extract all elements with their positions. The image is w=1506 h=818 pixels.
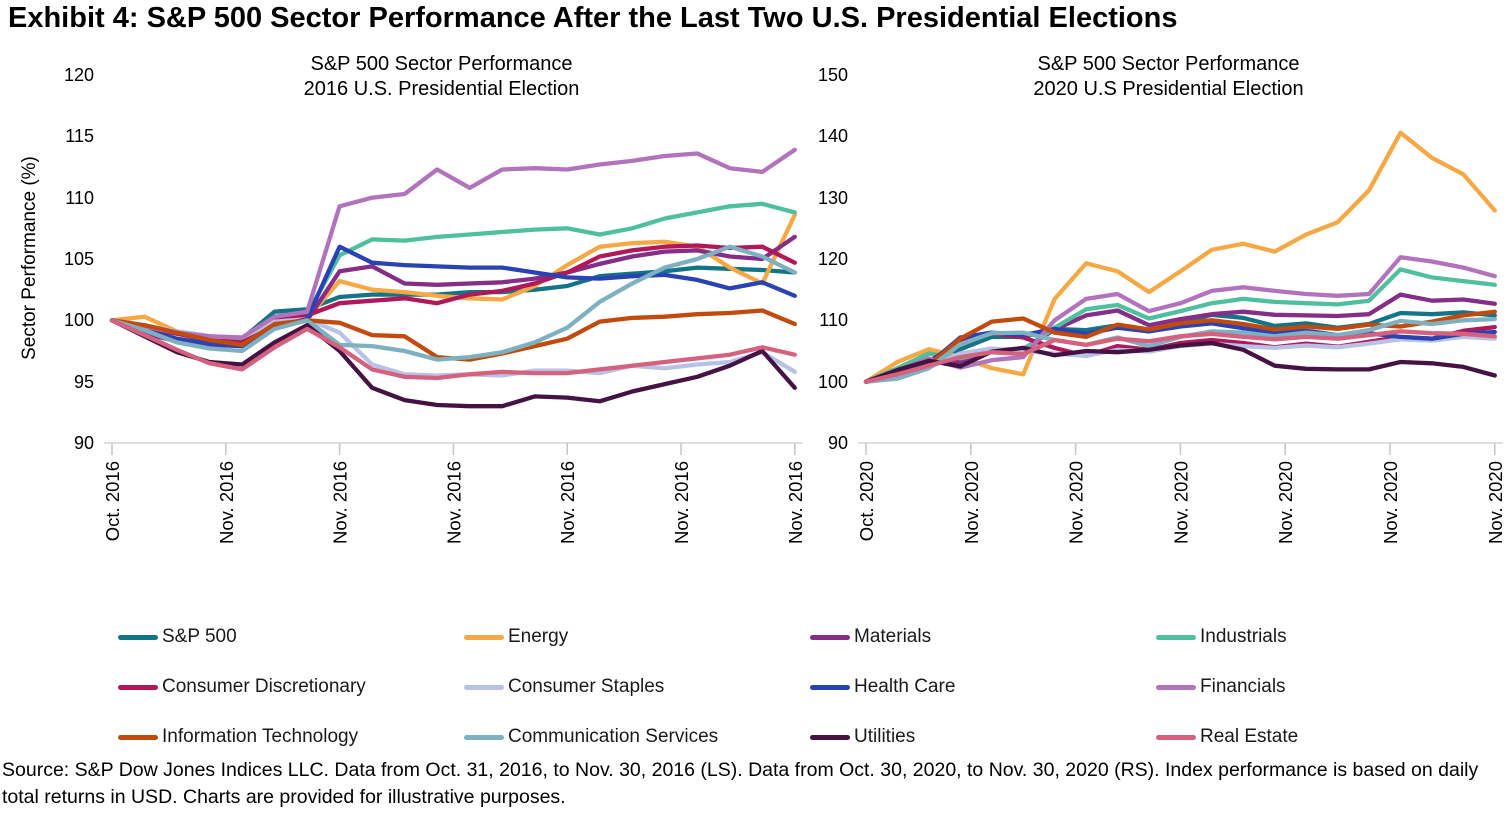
chart-2016-title: S&P 500 Sector Performance 2016 U.S. Pre… — [100, 52, 783, 102]
legend-item-s-p-500: S&P 500 — [118, 625, 237, 649]
series-line-communication-services — [109, 244, 797, 362]
chart-2016-x-tick-label: Nov. 2016 — [216, 461, 237, 544]
legend-swatch-real-estate — [1156, 734, 1196, 740]
series-line-financials — [863, 255, 1497, 384]
chart-2020-x-tick-label: Nov. 2020 — [1485, 461, 1506, 544]
chart-2016-y-tick-label: 105 — [63, 249, 94, 269]
series-line-real-estate — [109, 318, 797, 381]
legend-item-financials: Financials — [1156, 675, 1286, 699]
legend-label-consumer-discretionary: Consumer Discretionary — [162, 676, 366, 697]
chart-2016-x-tick-label: Oct. 2016 — [102, 461, 123, 541]
chart-2020-y-tick-label: 130 — [817, 187, 848, 208]
chart-2016-x-tick-label: Nov. 2016 — [330, 461, 351, 544]
chart-2020-x-tick-label: Nov. 2020 — [1275, 461, 1296, 544]
series-line-health-care — [109, 244, 797, 349]
legend-label-real-estate: Real Estate — [1200, 726, 1299, 747]
legend-swatch-s-p-500 — [118, 634, 158, 640]
chart-2020-plot: Oct. 2020 Nov. 2020 Nov. 2020 Nov. 2020 Nov.… — [856, 130, 1506, 544]
chart-2016-title-line1: S&P 500 Sector Performance — [310, 53, 573, 75]
chart-2020-y-tick-label: 140 — [817, 126, 848, 147]
chart-2020-title: S&P 500 Sector Performance 2020 U.S Pres… — [854, 52, 1483, 102]
chart-2020-x-tick-label: Nov. 2020 — [1380, 461, 1401, 544]
chart-2016-y-tick-label: 90 — [73, 433, 94, 453]
legend-swatch-consumer-discretionary — [118, 684, 158, 690]
legend-swatch-consumer-staples — [464, 684, 504, 690]
chart-2016-y-tick-label: 115 — [65, 126, 94, 147]
y-axis-title: Sector Performance (%) — [19, 156, 40, 360]
legend-label-energy: Energy — [508, 626, 569, 647]
chart-2016-y-tick-label: 110 — [65, 187, 94, 208]
series-line-utilities — [109, 318, 797, 409]
chart-2016-x-tick-label: Nov. 2016 — [671, 461, 692, 544]
chart-2020-x-tick-label: Oct. 2020 — [856, 461, 877, 541]
chart-2020-y-tick-label: 90 — [827, 433, 848, 453]
chart-2016-election: S&P 500 Sector Performance 2016 U.S. Pre… — [52, 53, 814, 618]
legend-label-materials: Materials — [854, 626, 932, 647]
chart-2020-y-tick-label: 100 — [817, 371, 848, 392]
chart-2020-election: S&P 500 Sector Performance 2020 U.S Pres… — [806, 53, 1506, 618]
chart-2020-y-tick-label: 120 — [817, 249, 848, 269]
legend-label-industrials: Industrials — [1200, 626, 1287, 647]
chart-2016-y-tick-label: 100 — [63, 310, 94, 331]
series-line-real-estate — [863, 329, 1497, 384]
legend-label-health-care: Health Care — [854, 676, 956, 697]
legend-item-energy: Energy — [464, 625, 568, 649]
chart-2016-title-line2: 2016 U.S. Presidential Election — [303, 78, 580, 100]
legend-item-communication-services: Communication Services — [464, 725, 718, 749]
series-line-health-care — [863, 321, 1497, 384]
source-note: Source: S&P Dow Jones Indices LLC. Data … — [2, 759, 1479, 808]
chart-2020-x-tick-label: Nov. 2020 — [1066, 461, 1087, 544]
chart-2020-y-tick-label: 110 — [819, 310, 848, 331]
legend-item-materials: Materials — [810, 625, 931, 649]
series-line-industrials — [109, 201, 797, 344]
legend-item-health-care: Health Care — [810, 675, 955, 699]
chart-2016-x-tick-label: Nov. 2016 — [443, 461, 464, 544]
legend-swatch-information-technology — [118, 734, 158, 740]
chart-2016-y-tick-label: 120 — [63, 65, 94, 85]
legend-swatch-industrials — [1156, 634, 1196, 640]
chart-2020-y-tick-label: 150 — [817, 65, 848, 85]
series-line-financials — [109, 147, 797, 340]
legend-swatch-health-care — [810, 684, 850, 690]
legend-item-industrials: Industrials — [1156, 625, 1287, 649]
legend-swatch-financials — [1156, 684, 1196, 690]
legend-label-communication-services: Communication Services — [508, 726, 719, 747]
chart-2020-title-line1: S&P 500 Sector Performance — [1037, 53, 1300, 75]
series-line-utilities — [863, 340, 1497, 384]
legend-label-financials: Financials — [1200, 676, 1286, 697]
legend-swatch-energy — [464, 634, 504, 640]
chart-2020-x-tick-label: Nov. 2020 — [1170, 461, 1191, 544]
legend-label-s-p-500: S&P 500 — [162, 626, 237, 647]
chart-2016-x-tick-label: Nov. 2016 — [785, 461, 806, 544]
legend-item-consumer-discretionary: Consumer Discretionary — [118, 675, 366, 699]
legend-item-real-estate: Real Estate — [1156, 725, 1298, 749]
legend-label-information-technology: Information Technology — [162, 726, 359, 747]
legend: S&P 500 Energy Materials Industrials Consume… — [0, 612, 1506, 757]
chart-2020-y-axis-labels: 150 140 130 120 110 100 90 — [806, 62, 848, 482]
chart-2020-x-tick-label: Nov. 2020 — [961, 461, 982, 544]
legend-item-information-technology: Information Technology — [118, 725, 358, 749]
legend-swatch-utilities — [810, 734, 850, 740]
legend-swatch-materials — [810, 634, 850, 640]
chart-2016-y-axis-labels: 120 115 110 105 100 95 90 — [52, 62, 94, 482]
chart-2016-x-tick-label: Nov. 2016 — [557, 461, 578, 544]
legend-swatch-communication-services — [464, 734, 504, 740]
exhibit-title: Exhibit 4: S&P 500 Sector Performance Af… — [8, 2, 1178, 34]
chart-2016-plot: Oct. 2016 Nov. 2016 Nov. 2016 Nov. 2016 Nov.… — [102, 147, 806, 544]
chart-2016-y-tick-label: 95 — [73, 371, 94, 392]
legend-label-utilities: Utilities — [854, 726, 916, 747]
legend-item-consumer-staples: Consumer Staples — [464, 675, 664, 699]
legend-label-consumer-staples: Consumer Staples — [508, 676, 665, 697]
legend-item-utilities: Utilities — [810, 725, 915, 749]
chart-2020-title-line2: 2020 U.S Presidential Election — [1033, 78, 1304, 100]
